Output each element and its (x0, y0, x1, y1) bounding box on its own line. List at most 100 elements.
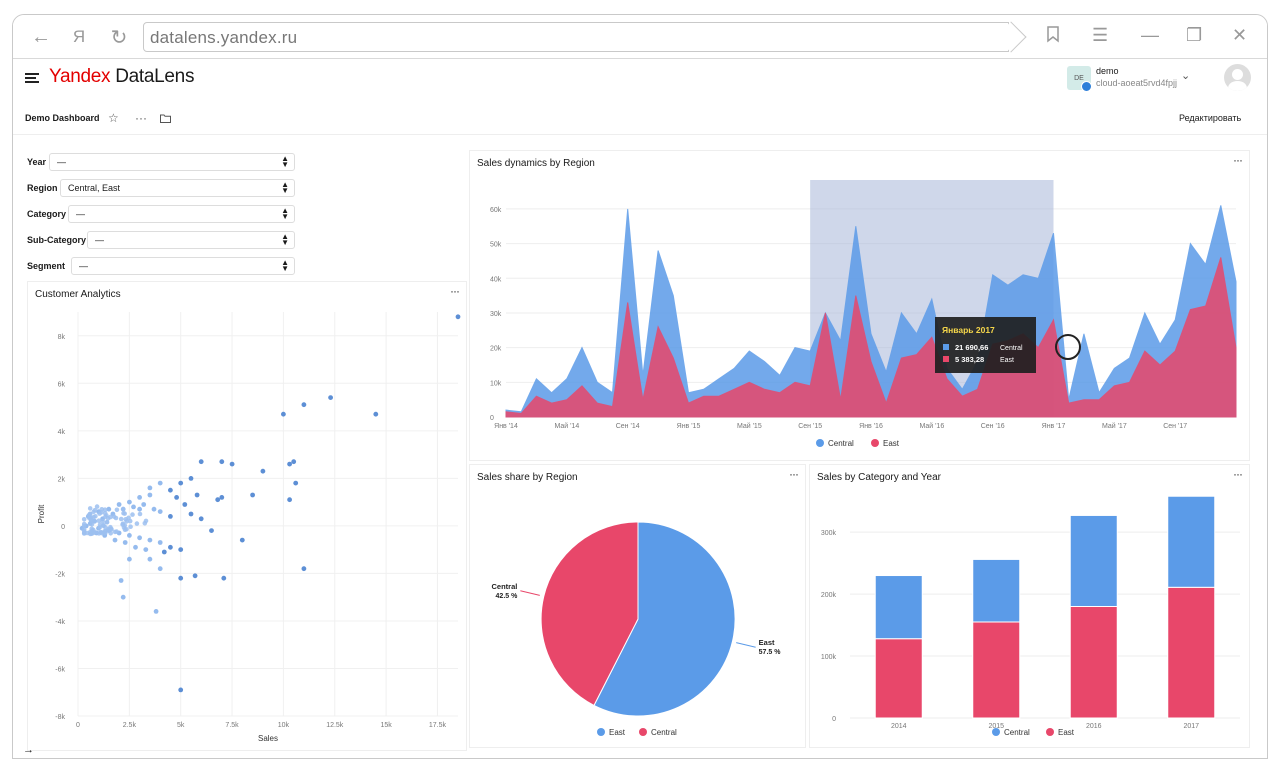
bar-chart[interactable]: 0 100k 200k 300k 2014 2015 2016 2017 Central East (810, 465, 1249, 747)
legend-marker (871, 439, 879, 447)
selector-year[interactable]: Year — ▲ ▼ (27, 153, 297, 171)
legend-marker (816, 439, 824, 447)
area-chart[interactable]: 0 10k 20k 30k 40k 50k 60k Янв '14 Май '14 Сен '14… (470, 151, 1249, 460)
selector-value[interactable]: Central, East ▲ ▼ (60, 179, 295, 197)
chart-tooltip: Январь 2017 21 690,66 Central 5 383,28 East (935, 317, 1036, 373)
scatter-point (105, 516, 111, 521)
user-initials[interactable]: DE (1067, 66, 1091, 90)
pie-chart[interactable]: East 57.5 % Central 42.5 % East Central (470, 465, 805, 747)
selector-region[interactable]: Region Central, East ▲ ▼ (27, 179, 297, 197)
hamburger-icon[interactable] (25, 73, 39, 83)
scatter-point (287, 461, 292, 467)
scatter-point (192, 573, 198, 579)
pie-data-percent: 42.5 % (496, 593, 519, 600)
widget-sales-category: Sales by Category and Year ··· 0 100k 200k… (809, 464, 1250, 748)
selector-segment[interactable]: Segment — ▲ ▼ (27, 257, 297, 275)
scatter-point (96, 518, 102, 523)
tooltip-series-name: Central (1000, 345, 1023, 352)
pie-label-connector (736, 642, 756, 648)
selector-value-text: — (95, 235, 104, 245)
series-area-east (505, 257, 1237, 418)
browser-toolbar: ← Я ↻ datalens.yandex.ru ☰ — ❐ ✕ (13, 15, 1267, 59)
edit-button[interactable]: Редактировать (1179, 113, 1242, 123)
legend-marker (1046, 728, 1054, 736)
selector-category[interactable]: Category — ▲ ▼ (27, 205, 297, 223)
y-tick-label: 50k (490, 242, 502, 249)
bar-segment-central (1069, 514, 1118, 607)
scatter-point (94, 504, 100, 509)
selector-value[interactable]: — ▲ ▼ (68, 205, 295, 223)
scatter-point (143, 547, 149, 552)
scatter-point (97, 511, 102, 516)
star-icon[interactable]: ☆ (108, 111, 119, 125)
folder-icon[interactable] (160, 112, 171, 126)
y-tick-label: 300k (821, 530, 837, 537)
restore-icon[interactable]: ❐ (1186, 25, 1203, 45)
selector-label: Region (27, 183, 58, 193)
close-icon[interactable]: ✕ (1232, 25, 1248, 45)
widget-title: Customer Analytics (35, 289, 121, 300)
dashboard-title: Demo Dashboard (25, 113, 100, 123)
scatter-point (81, 521, 87, 527)
scatter-point (84, 530, 90, 536)
x-tick-label: 2015 (988, 723, 1004, 730)
widget-menu-icon[interactable]: ··· (1233, 467, 1243, 481)
pie-data-label: East (759, 638, 775, 647)
scatter-point (215, 497, 221, 503)
scatter-point (198, 459, 204, 465)
avatar[interactable] (1224, 64, 1251, 91)
selector-value[interactable]: — ▲ ▼ (71, 257, 295, 275)
scatter-chart[interactable]: -8k -6k -4k -2k 0 2k 4k 6k 8k 0 2.5k 5k 7.5k 10k 12.5k… (28, 282, 466, 750)
address-bar[interactable]: datalens.yandex.ru (143, 22, 1009, 52)
scatter-point (260, 468, 266, 474)
minimize-icon[interactable]: — (1141, 25, 1159, 45)
selector-label: Segment (27, 261, 66, 271)
scatter-point (111, 514, 117, 519)
app-header: Yandex DataLens DE demo cloud-aoeat5rvd4… (13, 60, 1267, 100)
legend-marker (992, 728, 1000, 736)
selector-value[interactable]: — ▲ ▼ (87, 231, 295, 249)
y-tick-label: 30k (490, 311, 502, 318)
datalens-logo[interactable]: Yandex DataLens (49, 66, 194, 88)
reload-icon[interactable]: ↻ (110, 26, 128, 49)
widget-menu-icon[interactable]: ··· (789, 467, 799, 481)
legend-label-central: Central (828, 439, 854, 448)
sort-arrows-icon: ▲ ▼ (281, 232, 289, 247)
chevron-down-icon[interactable]: ⌄ (1181, 70, 1191, 82)
scatter-point (143, 518, 149, 524)
scatter-point (127, 533, 132, 538)
bar-segment-central (1167, 495, 1216, 588)
scatter-point (122, 540, 128, 545)
cloud-id[interactable]: cloud-aoeat5rvd4fpjj (1096, 78, 1178, 88)
user-name[interactable]: demo (1096, 66, 1119, 76)
scatter-point (221, 575, 227, 581)
tooltip-value: 21 690,66 (955, 343, 988, 352)
x-tick-label: Май '14 (554, 422, 579, 430)
scatter-point (328, 395, 333, 400)
bookmark-icon[interactable] (1045, 25, 1061, 48)
y-tick-label: 0 (61, 524, 65, 531)
legend-label-central: Central (651, 728, 677, 737)
y-tick-label: -8k (55, 714, 65, 721)
selector-value[interactable]: — ▲ ▼ (49, 153, 295, 171)
selector-sub-category[interactable]: Sub-Category — ▲ ▼ (27, 231, 297, 249)
yandex-logo-icon[interactable]: Я (72, 27, 86, 46)
scatter-point (161, 549, 167, 555)
scatter-point (229, 461, 235, 467)
expand-arrow-icon[interactable]: → (23, 744, 34, 756)
x-tick-label: 5k (177, 722, 185, 729)
x-tick-label: Май '15 (737, 422, 762, 430)
dashboard-toolbar: Demo Dashboard ☆ ··· Редактировать (13, 105, 1267, 135)
scatter-point (87, 511, 93, 517)
scatter-point (104, 519, 110, 525)
widget-menu-icon[interactable]: ··· (1233, 153, 1243, 167)
x-tick-label: Май '17 (1102, 422, 1127, 430)
more-icon[interactable]: ··· (135, 111, 147, 125)
bar-segment-east (1069, 606, 1118, 719)
widget-menu-icon[interactable]: ··· (450, 284, 460, 298)
scatter-point (123, 517, 128, 522)
back-icon[interactable]: ← (31, 25, 51, 48)
menu-icon[interactable]: ☰ (1092, 25, 1109, 45)
scatter-point (112, 537, 118, 543)
browser-window: ← Я ↻ datalens.yandex.ru ☰ — ❐ ✕ Yandex … (12, 14, 1268, 759)
